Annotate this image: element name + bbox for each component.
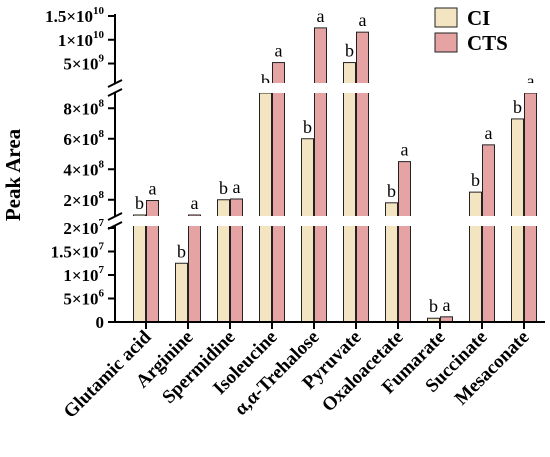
y-tick-label: 6×108 xyxy=(63,128,104,149)
bar-cts xyxy=(356,31,369,323)
y-tick-mantissa: 0 xyxy=(96,313,105,332)
y-tick-mantissa: 6×10 xyxy=(63,130,98,149)
axis-break-mark xyxy=(107,88,123,97)
significance-label: a xyxy=(191,193,199,213)
y-tick-label: 1×1010 xyxy=(58,29,105,50)
y-tick-exponent: 10 xyxy=(93,5,105,17)
y-tick-label: 4×108 xyxy=(63,158,104,179)
significance-label: b xyxy=(387,181,396,201)
axis-break-mark xyxy=(107,212,123,221)
y-tick-exponent: 7 xyxy=(99,264,105,276)
y-tick-label: 5×109 xyxy=(63,53,104,74)
y-tick-exponent: 8 xyxy=(99,158,105,170)
bar-cts xyxy=(398,161,411,323)
y-tick-mantissa: 4×10 xyxy=(63,160,98,179)
y-tick-mantissa: 1.5×10 xyxy=(51,243,99,262)
y-tick-mantissa: 1×10 xyxy=(63,266,98,285)
y-axis: 05×1061×1071.5×1072×1072×1084×1086×1088×… xyxy=(45,5,115,332)
axis-break-mark xyxy=(107,221,123,230)
axis-break-mark xyxy=(107,79,123,88)
y-tick-mantissa: 8×10 xyxy=(63,99,98,118)
bar-cts xyxy=(188,214,201,323)
y-tick-mantissa: 1×10 xyxy=(58,31,93,50)
bar-ci xyxy=(469,191,482,323)
y-tick-label: 0 xyxy=(96,313,105,332)
y-tick-mantissa: 5×10 xyxy=(63,290,98,309)
bar-ci xyxy=(301,138,314,323)
y-tick-mantissa: 2×10 xyxy=(63,191,98,210)
y-tick-exponent: 8 xyxy=(99,97,105,109)
y-tick-label: 1×107 xyxy=(63,264,104,285)
bar-cts xyxy=(524,92,537,323)
y-tick-label: 2×107 xyxy=(63,217,104,238)
legend-swatch-cts xyxy=(434,32,458,53)
significance-label: b xyxy=(471,170,480,190)
significance-label: b xyxy=(429,296,438,316)
axis-breaks xyxy=(107,79,543,230)
y-tick-label: 8×108 xyxy=(63,97,104,118)
significance-label: b xyxy=(513,97,522,117)
y-tick-mantissa: 1.5×10 xyxy=(45,7,93,26)
y-tick-exponent: 8 xyxy=(99,189,105,201)
bar-ci xyxy=(133,214,146,323)
y-axis-title: Peak Area xyxy=(1,128,25,221)
axis-lines xyxy=(114,14,545,329)
bar-cts xyxy=(482,144,495,323)
significance-label: b xyxy=(261,71,270,91)
y-tick-label: 2×108 xyxy=(63,189,104,210)
significance-label: a xyxy=(527,71,535,91)
significance-label: b xyxy=(345,41,354,61)
bar-cts xyxy=(314,27,327,323)
legend-swatch-ci xyxy=(434,7,458,28)
significance-label: b xyxy=(135,193,144,213)
y-tick-exponent: 6 xyxy=(99,288,105,300)
significance-label: a xyxy=(233,177,241,197)
significance-label: b xyxy=(177,241,186,261)
y-tick-exponent: 7 xyxy=(99,217,105,229)
y-tick-exponent: 9 xyxy=(99,53,105,65)
y-tick-label: 1.5×107 xyxy=(51,241,105,262)
significance-label: b xyxy=(303,117,312,137)
significance-label: a xyxy=(485,123,493,143)
legend-label: CTS xyxy=(467,31,508,55)
y-tick-label: 5×106 xyxy=(63,288,104,309)
y-tick-exponent: 7 xyxy=(99,241,105,253)
significance-label: a xyxy=(401,140,409,160)
y-tick-mantissa: 5×10 xyxy=(63,55,98,74)
significance-label: a xyxy=(443,295,451,315)
significance-label: a xyxy=(149,179,157,199)
y-tick-exponent: 10 xyxy=(93,29,105,41)
axis-break-band xyxy=(113,216,543,226)
y-tick-label: 1.5×1010 xyxy=(45,5,104,26)
axis-break-band xyxy=(113,83,543,93)
y-tick-exponent: 8 xyxy=(99,128,105,140)
legend-label: CI xyxy=(467,6,490,30)
bar-ci xyxy=(259,92,272,323)
significance-label: a xyxy=(275,41,283,61)
x-axis-categories: Glutamic acidArginineSpermidineIsoleucin… xyxy=(60,326,534,422)
y-tick-mantissa: 2×10 xyxy=(63,219,98,238)
bar-ci xyxy=(175,262,188,323)
bar-cts xyxy=(272,62,285,323)
significance-label: a xyxy=(359,10,367,30)
significance-label: a xyxy=(317,6,325,26)
significance-label: b xyxy=(219,178,228,198)
bar-ci xyxy=(343,62,356,323)
